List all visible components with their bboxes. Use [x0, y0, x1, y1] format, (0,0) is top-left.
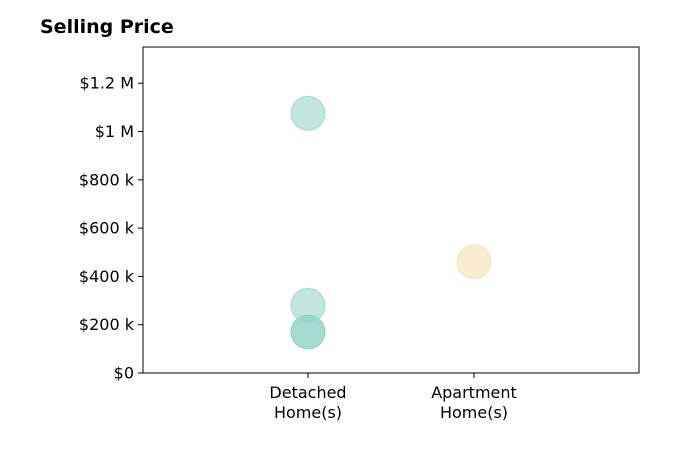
x-tick-label: Apartment Home(s)	[431, 383, 517, 422]
plot-area-frame	[142, 46, 640, 374]
y-tick-label: $800 k	[79, 170, 135, 189]
data-points	[290, 95, 492, 350]
y-axis: $0 $200 k $400 k $600 k $800 k $1 M $1.2 M	[79, 74, 143, 383]
chart-title: Selling Price	[40, 16, 174, 38]
data-point	[456, 244, 492, 280]
y-tick-label: $1.2 M	[79, 74, 134, 93]
data-point	[290, 95, 326, 131]
y-tick-label: $1 M	[95, 122, 134, 141]
y-tick-label: $0	[114, 364, 134, 383]
y-tick-label: $400 k	[79, 267, 135, 286]
data-point	[290, 314, 326, 350]
y-tick-label: $200 k	[79, 315, 135, 334]
x-axis: Detached Home(s) Apartment Home(s)	[269, 373, 517, 422]
y-tick-label: $600 k	[79, 219, 135, 238]
x-tick-label: Detached Home(s)	[269, 383, 346, 422]
